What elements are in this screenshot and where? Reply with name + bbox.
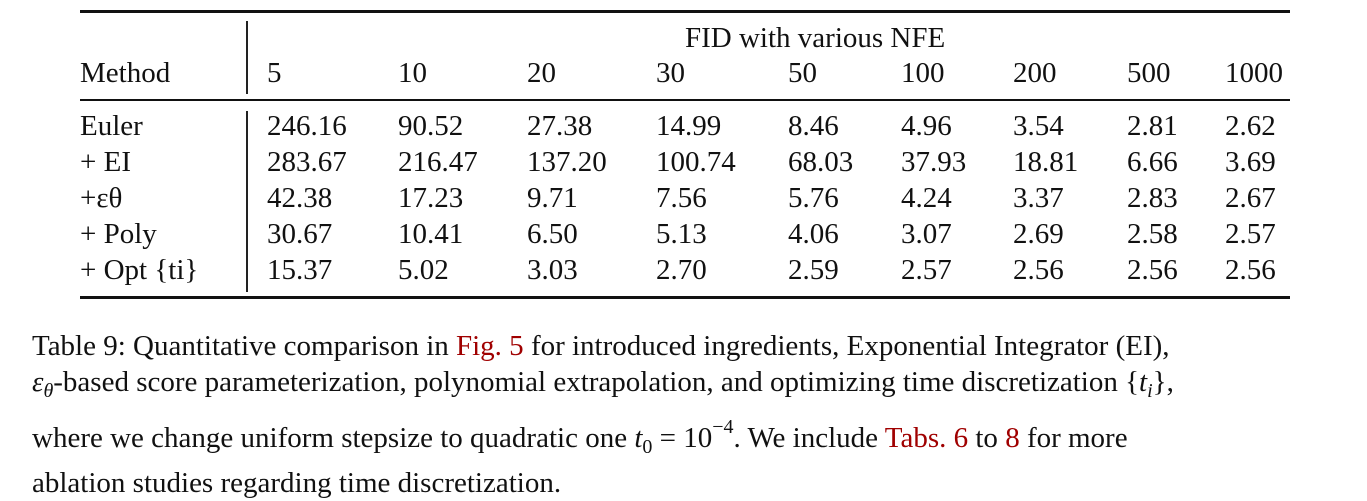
value-cell: 2.56 — [1127, 254, 1178, 286]
theta-subscript: θ — [43, 380, 54, 402]
method-header: Method — [80, 57, 171, 89]
value-cell: 3.69 — [1225, 146, 1276, 178]
value-cell: 2.58 — [1127, 218, 1178, 250]
value-cell: 2.67 — [1225, 182, 1276, 214]
epsilon-symbol: ε — [32, 366, 44, 398]
column-header: 10 — [398, 57, 427, 89]
zero-subscript: 0 — [642, 436, 653, 458]
value-cell: 2.69 — [1013, 218, 1064, 250]
value-cell: 7.56 — [656, 182, 707, 214]
value-cell: 42.38 — [267, 182, 333, 214]
value-cell: 6.50 — [527, 218, 578, 250]
caption-text: }, — [1152, 366, 1174, 398]
value-cell: 27.38 — [527, 110, 593, 142]
caption-text: . We include — [733, 422, 885, 454]
value-cell: 8.46 — [788, 110, 839, 142]
group-header: FID with various NFE — [685, 22, 946, 54]
t-symbol: t — [634, 422, 643, 454]
column-header: 5 — [267, 57, 282, 89]
value-cell: 18.81 — [1013, 146, 1079, 178]
value-cell: 2.59 — [788, 254, 839, 286]
value-cell: 68.03 — [788, 146, 854, 178]
value-cell: 246.16 — [267, 110, 347, 142]
value-cell: 10.41 — [398, 218, 464, 250]
figure-link[interactable]: Fig. 5 — [456, 330, 524, 362]
caption-text: ablation studies regarding time discreti… — [32, 467, 562, 499]
table-link[interactable]: 8 — [1005, 422, 1020, 454]
header-rule — [80, 99, 1290, 101]
value-cell: 2.56 — [1013, 254, 1064, 286]
value-cell: 6.66 — [1127, 146, 1178, 178]
column-separator — [246, 111, 248, 292]
value-cell: 9.71 — [527, 182, 578, 214]
value-cell: 4.96 — [901, 110, 952, 142]
column-header: 50 — [788, 57, 817, 89]
method-cell: + Opt {ti} — [80, 254, 199, 286]
value-cell: 4.24 — [901, 182, 952, 214]
column-header: 1000 — [1225, 57, 1283, 89]
caption-text: to — [968, 422, 1006, 454]
value-cell: 5.02 — [398, 254, 449, 286]
value-cell: 2.57 — [1225, 218, 1276, 250]
value-cell: 14.99 — [656, 110, 722, 142]
value-cell: 3.54 — [1013, 110, 1064, 142]
value-cell: 2.70 — [656, 254, 707, 286]
value-cell: 2.81 — [1127, 110, 1178, 142]
value-cell: 37.93 — [901, 146, 967, 178]
method-cell: Euler — [80, 110, 143, 142]
table-caption: Table 9: Quantitative comparison in Fig.… — [32, 328, 1342, 501]
column-separator — [246, 21, 248, 94]
caption-text: where we change uniform stepsize to quad… — [32, 422, 635, 454]
t-symbol: t — [1139, 366, 1148, 398]
value-cell: 137.20 — [527, 146, 607, 178]
exponent: −4 — [712, 416, 734, 438]
column-header: 500 — [1127, 57, 1171, 89]
value-cell: 283.67 — [267, 146, 347, 178]
i-subscript: i — [1147, 380, 1153, 402]
value-cell: 2.57 — [901, 254, 952, 286]
caption-text: Table 9: Quantitative comparison in — [32, 330, 456, 362]
value-cell: 2.62 — [1225, 110, 1276, 142]
column-header: 30 — [656, 57, 685, 89]
column-header: 100 — [901, 57, 945, 89]
value-cell: 2.83 — [1127, 182, 1178, 214]
table-link[interactable]: Tabs. 6 — [884, 422, 969, 454]
value-cell: 17.23 — [398, 182, 464, 214]
method-cell: + EI — [80, 146, 131, 178]
value-cell: 30.67 — [267, 218, 333, 250]
value-cell: 5.76 — [788, 182, 839, 214]
value-cell: 2.56 — [1225, 254, 1276, 286]
method-cell: +εθ — [80, 182, 123, 214]
value-cell: 5.13 — [656, 218, 707, 250]
value-cell: 100.74 — [656, 146, 736, 178]
column-header: 20 — [527, 57, 556, 89]
caption-text: for introduced ingredients, Exponential … — [523, 330, 1170, 362]
method-cell: + Poly — [80, 218, 157, 250]
value-cell: 216.47 — [398, 146, 478, 178]
value-cell: 3.07 — [901, 218, 952, 250]
value-cell: 4.06 — [788, 218, 839, 250]
value-cell: 3.03 — [527, 254, 578, 286]
value-cell: 15.37 — [267, 254, 333, 286]
caption-text: -based score parameterization, polynomia… — [53, 366, 1140, 398]
bottom-rule — [80, 296, 1290, 299]
caption-text: = 10 — [652, 422, 713, 454]
caption-text: for more — [1019, 422, 1128, 454]
value-cell: 90.52 — [398, 110, 464, 142]
value-cell: 3.37 — [1013, 182, 1064, 214]
top-rule — [80, 10, 1290, 13]
column-header: 200 — [1013, 57, 1057, 89]
